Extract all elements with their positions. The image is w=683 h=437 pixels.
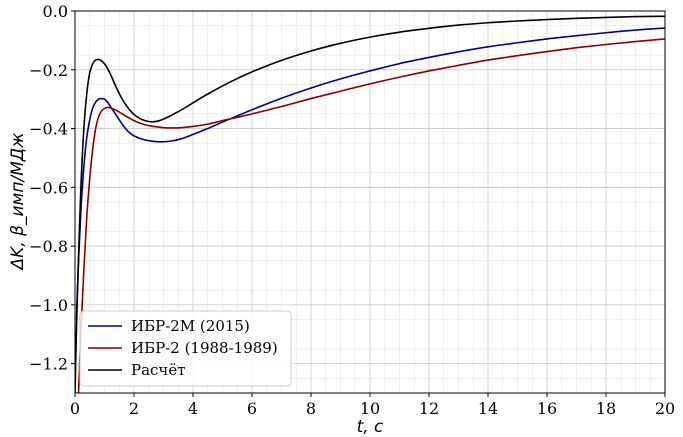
axis-tick-labels: 0 2 4 6 8 10 12 14 16 18 20 −1.2 −1.0 −0.8 −0.6 −0.4 −0.… [29,2,675,418]
y-tick-label: −0.4 [29,120,68,139]
legend-box [79,310,292,387]
y-tick-label: −0.2 [29,61,68,80]
x-axis-label: t, c [357,417,384,437]
legend-label-ibr2: ИБР-2 (1988-1989) [131,339,278,357]
axis-ticks [71,10,666,397]
legend: ИБР-2М (2015) ИБР-2 (1988-1989) Расчёт [79,310,292,387]
y-tick-label: −0.8 [29,237,68,256]
x-tick-label: 0 [70,399,80,418]
x-tick-label: 18 [596,399,616,418]
x-tick-label: 4 [188,399,198,418]
x-tick-label: 16 [537,399,557,418]
y-axis-label: ΔK, β_имп/МДж [8,132,28,272]
x-tick-label: 14 [478,399,498,418]
x-tick-label: 12 [419,399,439,418]
x-tick-label: 6 [247,399,257,418]
legend-label-raschet: Расчёт [131,361,186,379]
series-line-ibr2m [75,27,665,320]
y-tick-label: −0.6 [29,178,68,197]
x-tick-label: 10 [360,399,380,418]
series-line-raschet [75,15,665,393]
x-tick-label: 2 [129,399,139,418]
series-line-ibr2 [77,38,665,393]
x-tick-label: 20 [655,399,675,418]
series-layer [75,15,665,393]
y-tick-label: −1.0 [29,296,68,315]
legend-label-ibr2m: ИБР-2М (2015) [131,317,250,335]
x-tick-label: 8 [306,399,316,418]
y-tick-label: −1.2 [29,355,68,374]
y-tick-label: 0.0 [43,2,68,21]
